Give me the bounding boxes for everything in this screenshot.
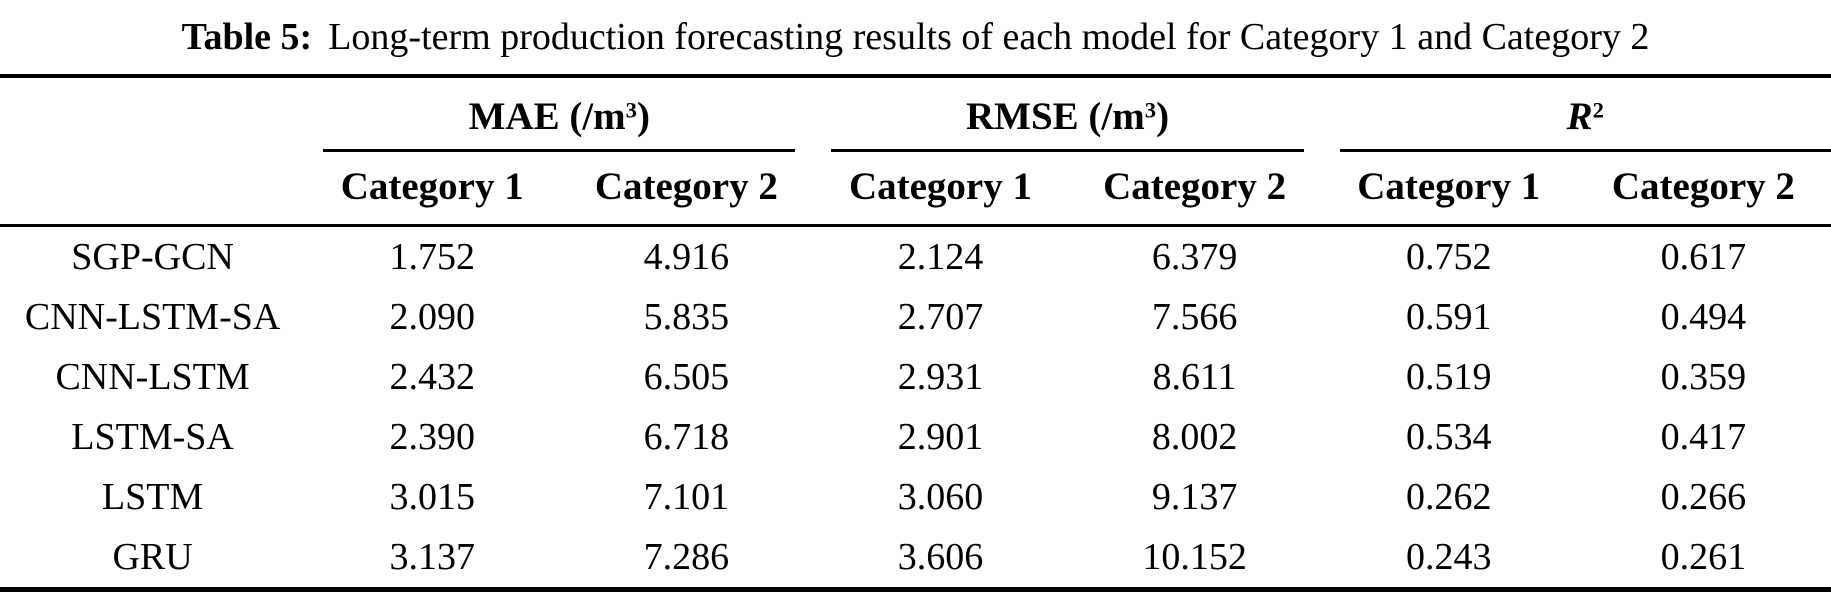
subheader-mae-category-1: Category 1	[305, 152, 560, 227]
caption-text: Long-term production forecasting results…	[328, 16, 1650, 58]
value-cell: 2.707	[897, 296, 984, 338]
table-row: CNN-LSTM 2.432 6.505 2.931 8.611 0.519 0…	[0, 347, 1831, 407]
value-cell: 0.519	[1405, 356, 1492, 398]
empty-corner-cell	[0, 76, 305, 152]
value-cell: 3.606	[897, 536, 984, 578]
model-name-cell: GRU	[112, 536, 193, 578]
caption-label: Table 5:	[181, 16, 313, 58]
subheader-rmse-category-1: Category 1	[813, 152, 1068, 227]
value-cell: 7.101	[643, 476, 730, 518]
table-row: LSTM 3.015 7.101 3.060 9.137 0.262 0.266	[0, 467, 1831, 527]
value-cell: 0.262	[1405, 476, 1492, 518]
value-cell: 0.359	[1660, 356, 1747, 398]
model-name-cell: LSTM-SA	[71, 416, 234, 458]
value-cell: 3.060	[897, 476, 984, 518]
value-cell: 3.015	[389, 476, 475, 518]
table-row: CNN-LSTM-SA 2.090 5.835 2.707 7.566 0.59…	[0, 287, 1831, 347]
value-cell: 0.261	[1660, 536, 1747, 578]
value-cell: 6.718	[643, 416, 730, 458]
value-cell: 7.286	[643, 536, 730, 578]
value-cell: 5.835	[643, 296, 730, 338]
value-cell: 2.901	[897, 416, 984, 458]
value-cell: 6.379	[1151, 236, 1238, 278]
results-table: MAE (/m3) RMSE (/m3) R2 Category 1 Categ…	[0, 74, 1831, 592]
value-cell: 8.002	[1151, 416, 1238, 458]
value-cell: 8.611	[1152, 356, 1237, 398]
model-name-cell: CNN-LSTM	[55, 356, 250, 398]
subheader-row: Category 1 Category 2 Category 1 Categor…	[0, 152, 1831, 227]
subheader-r2-category-1: Category 1	[1321, 152, 1576, 227]
group-header-rmse: RMSE (/m3)	[813, 76, 1321, 152]
group-header-r2: R2	[1322, 76, 1831, 152]
model-name-cell: LSTM	[101, 476, 204, 518]
table-row: GRU 3.137 7.286 3.606 10.152 0.243 0.261	[0, 527, 1831, 590]
subheader-mae-category-2: Category 2	[559, 152, 814, 227]
group-header-row: MAE (/m3) RMSE (/m3) R2	[0, 76, 1831, 152]
value-cell: 3.137	[389, 536, 475, 578]
value-cell: 0.243	[1405, 536, 1492, 578]
value-cell: 6.505	[643, 356, 730, 398]
group-header-mae: MAE (/m3)	[305, 76, 813, 152]
group-header-mae-label: MAE (/m3)	[323, 94, 796, 152]
empty-model-header-cell	[0, 152, 306, 227]
value-cell: 0.266	[1660, 476, 1747, 518]
value-cell: 0.752	[1405, 236, 1492, 278]
value-cell: 1.752	[389, 236, 475, 278]
value-cell: 7.566	[1151, 296, 1238, 338]
group-header-r2-label: R2	[1339, 94, 1831, 152]
value-cell: 9.137	[1151, 476, 1238, 518]
value-cell: 2.390	[389, 416, 475, 458]
subheader-rmse-category-2: Category 2	[1067, 152, 1322, 227]
value-cell: 0.494	[1660, 296, 1747, 338]
value-cell: 2.931	[897, 356, 984, 398]
table-row: SGP-GCN 1.752 4.916 2.124 6.379 0.752 0.…	[0, 226, 1831, 288]
value-cell: 0.591	[1405, 296, 1492, 338]
value-cell: 2.090	[389, 296, 475, 338]
table-caption: Table 5: Long-term production forecastin…	[0, 0, 1831, 74]
value-cell: 2.124	[897, 236, 984, 278]
model-name-cell: CNN-LSTM-SA	[24, 296, 281, 338]
value-cell: 4.916	[643, 236, 730, 278]
group-header-rmse-label: RMSE (/m3)	[831, 94, 1304, 152]
value-cell: 0.417	[1660, 416, 1747, 458]
value-cell: 2.432	[389, 356, 475, 398]
model-name-cell: SGP-GCN	[71, 236, 234, 278]
value-cell: 0.534	[1405, 416, 1492, 458]
subheader-r2-category-2: Category 2	[1575, 152, 1831, 227]
value-cell: 10.152	[1142, 536, 1247, 578]
value-cell: 0.617	[1660, 236, 1747, 278]
table-row: LSTM-SA 2.390 6.718 2.901 8.002 0.534 0.…	[0, 407, 1831, 467]
